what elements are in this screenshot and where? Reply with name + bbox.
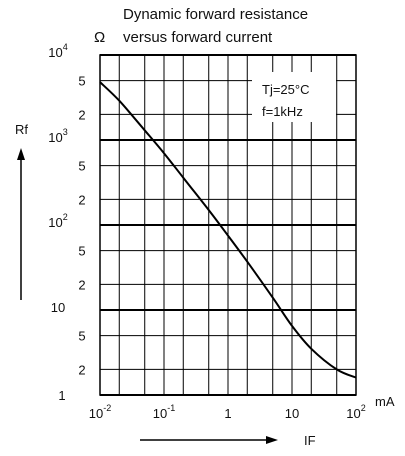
y-tick-base: 10 bbox=[48, 215, 62, 230]
x-tick-base: 10 bbox=[285, 406, 299, 421]
x-tick-label: 10-1 bbox=[153, 403, 175, 421]
x-tick-base: 10 bbox=[153, 406, 167, 421]
y-tick-base: 10 bbox=[51, 300, 65, 315]
y-tick-exponent: 2 bbox=[63, 212, 68, 222]
y-axis-arrowhead bbox=[17, 148, 25, 160]
y-tick-base: 2 bbox=[78, 277, 85, 292]
y-tick-label: 5 bbox=[78, 159, 85, 174]
y-tick-label: 5 bbox=[78, 244, 85, 259]
series-line bbox=[99, 81, 357, 379]
y-axis-label: Rf bbox=[15, 122, 28, 137]
y-tick-base: 10 bbox=[48, 45, 62, 60]
x-tick-exponent: -2 bbox=[103, 403, 111, 413]
y-tick-base: 5 bbox=[78, 329, 85, 344]
y-tick-label: 10 bbox=[51, 300, 65, 315]
x-tick-label: 10-2 bbox=[89, 403, 111, 421]
y-tick-label: 2 bbox=[78, 362, 85, 377]
annotation-frequency: f=1kHz bbox=[262, 104, 303, 119]
x-tick-label: 1 bbox=[224, 406, 231, 421]
y-tick-base: 5 bbox=[78, 244, 85, 259]
y-tick-exponent: 4 bbox=[63, 42, 68, 52]
y-tick-label: 103 bbox=[48, 127, 67, 145]
y-tick-label: 102 bbox=[48, 212, 67, 230]
y-tick-label: 5 bbox=[78, 74, 85, 89]
y-tick-base: 5 bbox=[78, 159, 85, 174]
x-tick-base: 1 bbox=[224, 406, 231, 421]
y-tick-base: 1 bbox=[58, 388, 65, 403]
y-unit-label: Ω bbox=[94, 29, 105, 46]
y-tick-label: 2 bbox=[78, 277, 85, 292]
y-tick-label: 2 bbox=[78, 107, 85, 122]
y-tick-exponent: 3 bbox=[63, 127, 68, 137]
y-tick-base: 2 bbox=[78, 362, 85, 377]
y-tick-base: 10 bbox=[48, 130, 62, 145]
x-tick-exponent: -1 bbox=[167, 403, 175, 413]
x-tick-base: 10 bbox=[89, 406, 103, 421]
y-tick-label: 1 bbox=[58, 388, 65, 403]
y-tick-label: 5 bbox=[78, 329, 85, 344]
x-tick-label: 10 bbox=[285, 406, 299, 421]
grid bbox=[99, 54, 357, 396]
x-tick-label: 102 bbox=[346, 403, 365, 421]
y-tick-label: 104 bbox=[48, 42, 67, 60]
x-tick-exponent: 2 bbox=[361, 403, 366, 413]
x-tick-labels: 10-2 10-1 1 10 102 bbox=[89, 403, 366, 421]
plot-frame bbox=[99, 54, 357, 396]
annotation-temperature: Tj=25°C bbox=[262, 82, 309, 97]
x-unit-label: mA bbox=[375, 394, 395, 409]
chart-title-line1: Dynamic forward resistance bbox=[123, 6, 308, 23]
y-tick-base: 2 bbox=[78, 107, 85, 122]
y-tick-base: 5 bbox=[78, 74, 85, 89]
x-axis-label: IF bbox=[304, 433, 316, 448]
x-axis-arrowhead bbox=[266, 436, 278, 444]
y-tick-label: 2 bbox=[78, 192, 85, 207]
chart-title-line2: versus forward current bbox=[123, 29, 273, 46]
y-tick-base: 2 bbox=[78, 192, 85, 207]
annotation-box bbox=[252, 72, 336, 122]
x-tick-base: 10 bbox=[346, 406, 360, 421]
